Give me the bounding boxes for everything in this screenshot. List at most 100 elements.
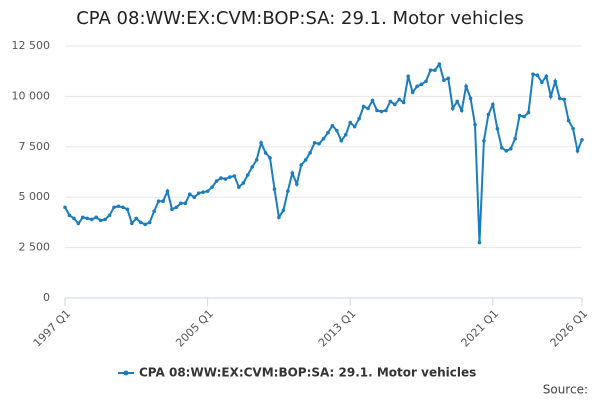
point bbox=[94, 215, 98, 220]
point bbox=[415, 84, 419, 89]
point bbox=[308, 151, 312, 155]
y-tick-label: 2 500 bbox=[19, 241, 51, 254]
point bbox=[89, 217, 94, 222]
point bbox=[401, 100, 406, 105]
y-tick-label: 10 000 bbox=[12, 89, 51, 102]
point bbox=[125, 207, 130, 212]
point bbox=[205, 189, 210, 193]
point bbox=[482, 138, 486, 143]
source-label: Source: bbox=[543, 383, 588, 397]
point bbox=[446, 76, 451, 81]
point bbox=[63, 205, 67, 210]
x-tick-label: 1997 Q1 bbox=[31, 307, 74, 350]
x-tick-label: 2005 Q1 bbox=[173, 307, 216, 350]
point bbox=[437, 62, 442, 66]
point bbox=[486, 112, 491, 117]
point bbox=[210, 185, 214, 189]
point bbox=[192, 195, 197, 199]
point bbox=[499, 146, 504, 150]
x-tick-label: 2021 Q1 bbox=[459, 307, 502, 350]
point bbox=[312, 140, 317, 145]
point bbox=[495, 126, 500, 131]
point bbox=[112, 205, 116, 210]
point bbox=[513, 136, 517, 141]
point bbox=[473, 122, 477, 127]
point bbox=[348, 120, 353, 125]
point bbox=[281, 208, 286, 213]
point bbox=[138, 220, 143, 225]
point bbox=[455, 99, 460, 104]
point bbox=[116, 204, 121, 209]
point bbox=[535, 73, 540, 78]
point bbox=[393, 102, 397, 107]
point bbox=[321, 136, 326, 141]
point bbox=[201, 190, 205, 194]
point bbox=[450, 106, 455, 111]
point bbox=[433, 68, 437, 72]
y-tick-label: 0 bbox=[43, 291, 50, 304]
point bbox=[81, 215, 85, 220]
point bbox=[508, 147, 513, 151]
point bbox=[464, 84, 468, 89]
point bbox=[85, 216, 90, 221]
point bbox=[250, 165, 254, 169]
point bbox=[245, 173, 250, 177]
point bbox=[352, 124, 357, 129]
point bbox=[170, 207, 174, 212]
point bbox=[375, 108, 379, 113]
point bbox=[522, 114, 526, 119]
point bbox=[98, 218, 103, 223]
point bbox=[219, 176, 223, 180]
point bbox=[254, 158, 259, 162]
point bbox=[228, 175, 232, 179]
point bbox=[232, 174, 237, 178]
point bbox=[566, 118, 571, 123]
point bbox=[303, 158, 308, 162]
point bbox=[121, 205, 125, 210]
point bbox=[156, 199, 161, 204]
point bbox=[72, 216, 76, 221]
point bbox=[468, 96, 473, 101]
point bbox=[366, 106, 370, 111]
point bbox=[67, 213, 72, 218]
legend-label: CPA 08:WW:EX:CVM:BOP:SA: 29.1. Motor veh… bbox=[139, 366, 476, 380]
legend-marker bbox=[123, 370, 129, 376]
point bbox=[143, 222, 148, 227]
point bbox=[326, 130, 330, 135]
point bbox=[553, 79, 558, 84]
point bbox=[263, 151, 268, 155]
point bbox=[571, 126, 575, 131]
point bbox=[504, 149, 509, 153]
point bbox=[491, 102, 495, 107]
chart-title: CPA 08:WW:EX:CVM:BOP:SA: 29.1. Motor veh… bbox=[76, 8, 524, 29]
x-tick-label: 2026 Q1 bbox=[548, 307, 591, 350]
point bbox=[165, 189, 170, 193]
point bbox=[134, 216, 139, 221]
point bbox=[397, 97, 402, 102]
point bbox=[152, 209, 156, 214]
point bbox=[107, 213, 112, 218]
point bbox=[557, 96, 562, 101]
point bbox=[477, 240, 482, 245]
point bbox=[357, 116, 361, 121]
point bbox=[286, 189, 290, 193]
point bbox=[526, 110, 531, 115]
point bbox=[442, 78, 446, 83]
point bbox=[183, 201, 188, 206]
point bbox=[580, 137, 584, 142]
point bbox=[174, 205, 179, 210]
point bbox=[370, 98, 375, 103]
point bbox=[544, 74, 549, 79]
point bbox=[317, 141, 321, 146]
point bbox=[237, 185, 241, 189]
point bbox=[130, 221, 134, 226]
point bbox=[299, 163, 304, 167]
series-line bbox=[64, 61, 583, 243]
point bbox=[272, 187, 277, 191]
point bbox=[531, 72, 535, 77]
point bbox=[562, 97, 566, 102]
point bbox=[406, 74, 410, 79]
point bbox=[103, 217, 107, 222]
point bbox=[294, 182, 299, 186]
